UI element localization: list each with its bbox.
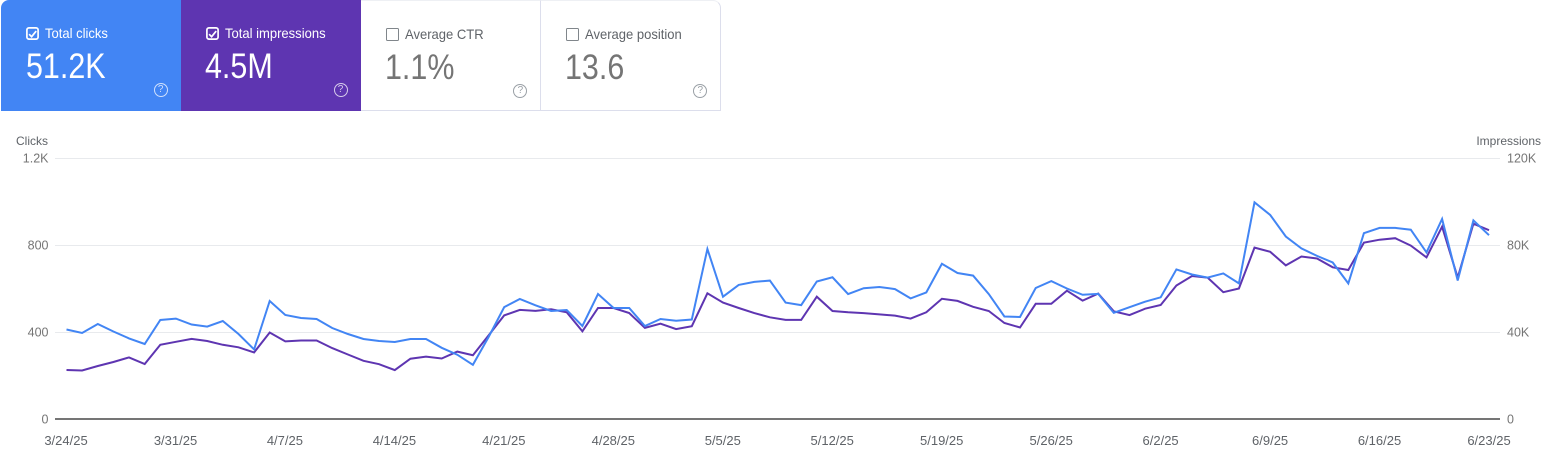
svg-text:1.2K: 1.2K [23, 152, 49, 166]
svg-text:5/26/25: 5/26/25 [1030, 433, 1073, 448]
svg-text:80K: 80K [1507, 239, 1530, 253]
svg-text:120K: 120K [1507, 152, 1537, 166]
svg-text:4/28/25: 4/28/25 [592, 433, 635, 448]
svg-text:Impressions: Impressions [1476, 134, 1541, 148]
svg-text:5/12/25: 5/12/25 [811, 433, 854, 448]
svg-text:6/23/25: 6/23/25 [1467, 433, 1510, 448]
svg-text:4/7/25: 4/7/25 [267, 433, 303, 448]
svg-text:4/14/25: 4/14/25 [373, 433, 416, 448]
svg-text:4/21/25: 4/21/25 [482, 433, 525, 448]
svg-text:6/16/25: 6/16/25 [1358, 433, 1401, 448]
svg-text:5/5/25: 5/5/25 [705, 433, 741, 448]
svg-text:6/2/25: 6/2/25 [1143, 433, 1179, 448]
svg-text:800: 800 [28, 239, 49, 253]
svg-text:Clicks: Clicks [16, 134, 48, 148]
svg-text:40K: 40K [1507, 326, 1530, 340]
svg-text:3/24/25: 3/24/25 [44, 433, 87, 448]
svg-text:6/9/25: 6/9/25 [1252, 433, 1288, 448]
svg-text:0: 0 [1507, 413, 1514, 427]
svg-text:3/31/25: 3/31/25 [154, 433, 197, 448]
svg-text:5/19/25: 5/19/25 [920, 433, 963, 448]
svg-text:400: 400 [28, 326, 49, 340]
svg-text:0: 0 [42, 413, 49, 427]
